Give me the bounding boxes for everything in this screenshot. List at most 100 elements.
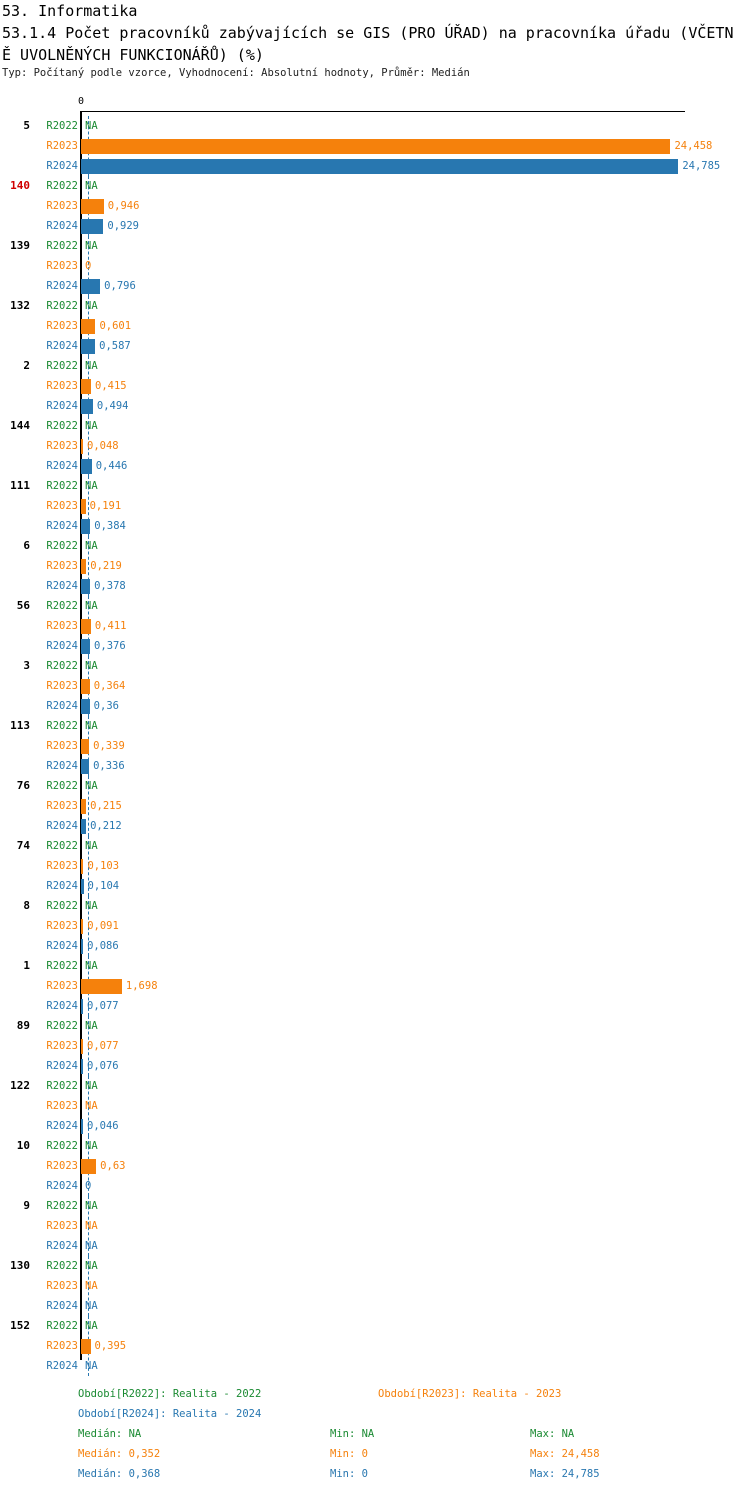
bar[interactable] — [81, 1119, 83, 1134]
chart-group[interactable]: 140 R2022 NA R2023 0,946 R2024 0,929 — [0, 176, 750, 236]
bar[interactable] — [81, 699, 90, 714]
chart-bar-row[interactable]: R2024 0,104 — [0, 876, 750, 896]
bar[interactable] — [81, 159, 679, 174]
bar[interactable] — [81, 339, 96, 354]
chart-bar-row[interactable]: R2024 0 — [0, 1176, 750, 1196]
chart-bar-row[interactable]: R2024 0,929 — [0, 216, 750, 236]
chart-group[interactable]: 111 R2022 NA R2023 0,191 R2024 0,384 — [0, 476, 750, 536]
bar[interactable] — [81, 139, 671, 154]
chart-bar-row[interactable]: R2023 0,411 — [0, 616, 750, 636]
chart-group[interactable]: 3 R2022 NA R2023 0,364 R2024 0,36 — [0, 656, 750, 716]
chart-bar-row[interactable]: R2024 0,212 — [0, 816, 750, 836]
chart-bar-row[interactable]: R2022 NA — [0, 536, 750, 556]
chart-group[interactable]: 5 R2022 NA R2023 24,458 R2024 24,785 — [0, 116, 750, 176]
chart-bar-row[interactable]: R2022 NA — [0, 896, 750, 916]
chart-bar-row[interactable]: R2023 0,191 — [0, 496, 750, 516]
bar[interactable] — [81, 379, 91, 394]
bar[interactable] — [81, 499, 86, 514]
bar[interactable] — [81, 1339, 91, 1354]
chart-group[interactable]: 74 R2022 NA R2023 0,103 R2024 0,104 — [0, 836, 750, 896]
chart-bar-row[interactable]: R2023 0,415 — [0, 376, 750, 396]
chart-bar-row[interactable]: R2023 NA — [0, 1096, 750, 1116]
chart-bar-row[interactable]: R2022 NA — [0, 776, 750, 796]
bar[interactable] — [81, 999, 83, 1014]
bar[interactable] — [81, 1159, 97, 1174]
chart-bar-row[interactable]: R2023 0,048 — [0, 436, 750, 456]
chart-bar-row[interactable]: R2023 0 — [0, 256, 750, 276]
bar[interactable] — [81, 199, 104, 214]
chart-bar-row[interactable]: R2023 NA — [0, 1216, 750, 1236]
chart-bar-row[interactable]: R2023 0,63 — [0, 1156, 750, 1176]
chart-bar-row[interactable]: R2023 0,395 — [0, 1336, 750, 1356]
chart-group[interactable]: 10 R2022 NA R2023 0,63 R2024 0 — [0, 1136, 750, 1196]
chart-bar-row[interactable]: R2023 0,601 — [0, 316, 750, 336]
chart-bar-row[interactable]: R2024 0,076 — [0, 1056, 750, 1076]
chart-bar-row[interactable]: R2024 NA — [0, 1236, 750, 1256]
chart-bar-row[interactable]: R2022 NA — [0, 1016, 750, 1036]
chart-group[interactable]: 152 R2022 NA R2023 0,395 R2024 NA — [0, 1316, 750, 1376]
chart-bar-row[interactable]: R2022 NA — [0, 296, 750, 316]
chart-bar-row[interactable]: R2024 0,086 — [0, 936, 750, 956]
bar[interactable] — [81, 979, 122, 994]
chart-bar-row[interactable]: R2024 NA — [0, 1356, 750, 1376]
bar[interactable] — [81, 559, 87, 574]
chart-bar-row[interactable]: R2024 0,378 — [0, 576, 750, 596]
chart-bar-row[interactable]: R2022 NA — [0, 176, 750, 196]
chart-group[interactable]: 122 R2022 NA R2023 NA R2024 0,046 — [0, 1076, 750, 1136]
chart-bar-row[interactable]: R2022 NA — [0, 656, 750, 676]
chart-bar-row[interactable]: R2022 NA — [0, 1196, 750, 1216]
chart-bar-row[interactable]: R2022 NA — [0, 1076, 750, 1096]
chart-bar-row[interactable]: R2024 0,384 — [0, 516, 750, 536]
chart-bar-row[interactable]: R2022 NA — [0, 1136, 750, 1156]
chart-bar-row[interactable]: R2022 NA — [0, 836, 750, 856]
bar[interactable] — [81, 939, 84, 954]
chart-group[interactable]: 76 R2022 NA R2023 0,215 R2024 0,212 — [0, 776, 750, 836]
chart-bar-row[interactable]: R2022 NA — [0, 356, 750, 376]
chart-group[interactable]: 56 R2022 NA R2023 0,411 R2024 0,376 — [0, 596, 750, 656]
chart-bar-row[interactable]: R2022 NA — [0, 1316, 750, 1336]
chart-bar-row[interactable]: R2024 NA — [0, 1296, 750, 1316]
chart-group[interactable]: 89 R2022 NA R2023 0,077 R2024 0,076 — [0, 1016, 750, 1076]
bar[interactable] — [81, 459, 92, 474]
chart-bar-row[interactable]: R2024 0,376 — [0, 636, 750, 656]
chart-bar-row[interactable]: R2023 24,458 — [0, 136, 750, 156]
chart-group[interactable]: 8 R2022 NA R2023 0,091 R2024 0,086 — [0, 896, 750, 956]
chart-group[interactable]: 139 R2022 NA R2023 0 R2024 0,796 — [0, 236, 750, 296]
bar[interactable] — [81, 1039, 83, 1054]
chart-bar-row[interactable]: R2022 NA — [0, 1256, 750, 1276]
chart-bar-row[interactable]: R2024 0,796 — [0, 276, 750, 296]
bar[interactable] — [81, 279, 101, 294]
chart-bar-row[interactable]: R2023 1,698 — [0, 976, 750, 996]
chart-group[interactable]: 144 R2022 NA R2023 0,048 R2024 0,446 — [0, 416, 750, 476]
chart-bar-row[interactable]: R2024 0,077 — [0, 996, 750, 1016]
chart-bar-row[interactable]: R2022 NA — [0, 116, 750, 136]
bar[interactable] — [81, 1059, 83, 1074]
chart-bar-row[interactable]: R2024 0,046 — [0, 1116, 750, 1136]
bar[interactable] — [81, 439, 83, 454]
bar[interactable] — [81, 399, 93, 414]
bar[interactable] — [81, 679, 90, 694]
chart-bar-row[interactable]: R2023 0,077 — [0, 1036, 750, 1056]
chart-group[interactable]: 1 R2022 NA R2023 1,698 R2024 0,077 — [0, 956, 750, 1016]
chart-bar-row[interactable]: R2022 NA — [0, 236, 750, 256]
chart-bar-row[interactable]: R2022 NA — [0, 716, 750, 736]
chart-bar-row[interactable]: R2022 NA — [0, 956, 750, 976]
bar[interactable] — [81, 739, 90, 754]
bar[interactable] — [81, 579, 91, 594]
chart-bar-row[interactable]: R2022 NA — [0, 416, 750, 436]
chart-bar-row[interactable]: R2022 NA — [0, 476, 750, 496]
chart-group[interactable]: 9 R2022 NA R2023 NA R2024 NA — [0, 1196, 750, 1256]
chart-group[interactable]: 113 R2022 NA R2023 0,339 R2024 0,336 — [0, 716, 750, 776]
chart-bar-row[interactable]: R2024 0,36 — [0, 696, 750, 716]
chart-bar-row[interactable]: R2023 0,364 — [0, 676, 750, 696]
bar[interactable] — [81, 799, 87, 814]
bar[interactable] — [81, 319, 96, 334]
chart-bar-row[interactable]: R2023 0,215 — [0, 796, 750, 816]
bar[interactable] — [81, 639, 91, 654]
bar[interactable] — [81, 219, 104, 234]
bar[interactable] — [81, 759, 90, 774]
chart-bar-row[interactable]: R2024 0,446 — [0, 456, 750, 476]
chart-group[interactable]: 130 R2022 NA R2023 NA R2024 NA — [0, 1256, 750, 1316]
chart-bar-row[interactable]: R2023 0,103 — [0, 856, 750, 876]
chart-bar-row[interactable]: R2023 0,091 — [0, 916, 750, 936]
